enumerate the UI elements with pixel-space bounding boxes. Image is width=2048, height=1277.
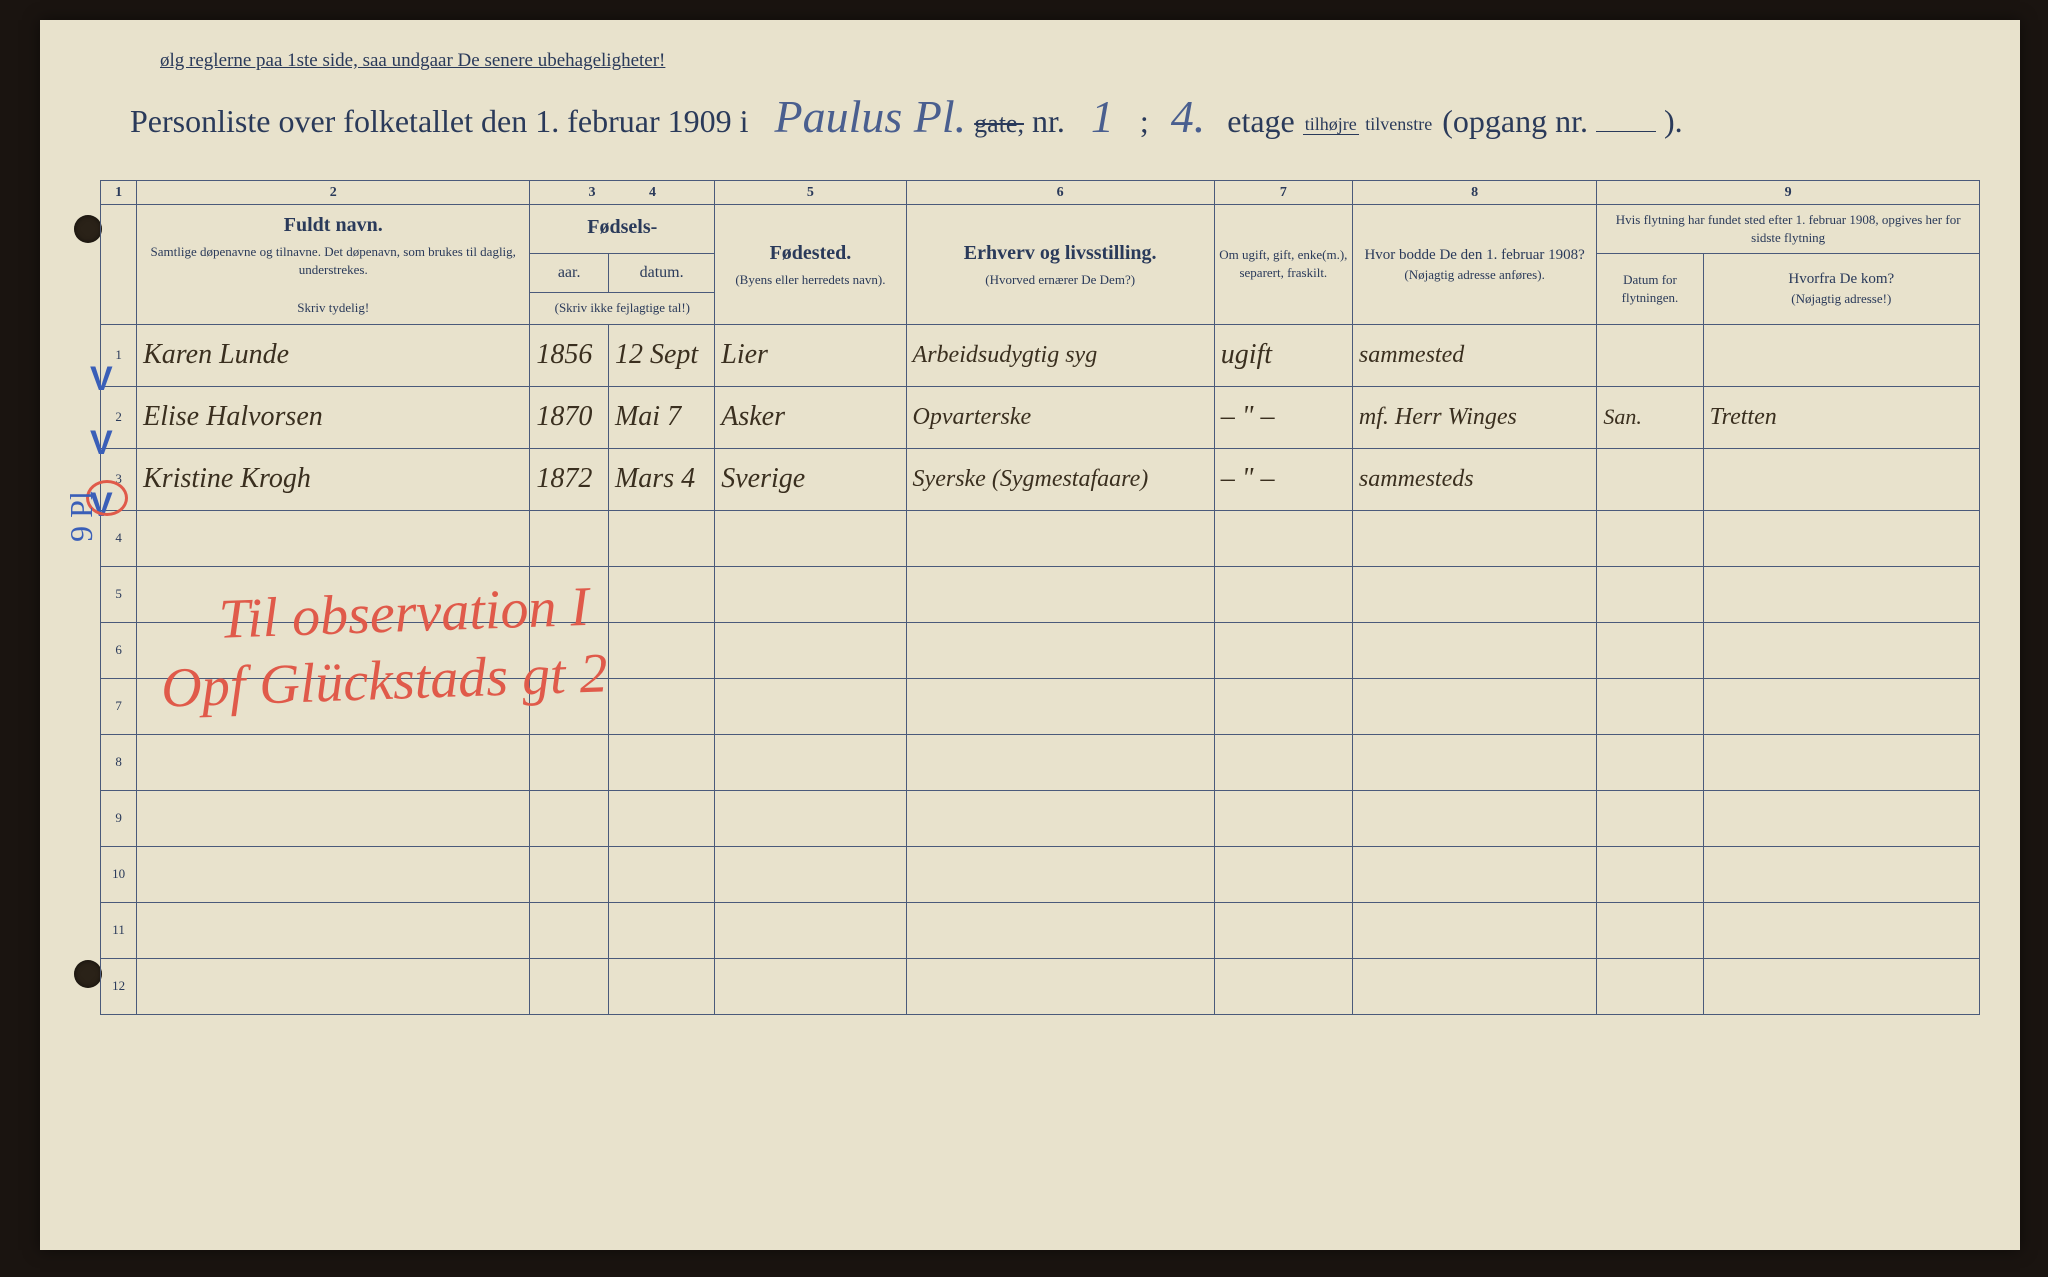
colnum: 6 xyxy=(906,181,1214,205)
cell-place: Lier xyxy=(715,324,906,386)
cell-place: Sverige xyxy=(715,448,906,510)
row-num: 5 xyxy=(101,566,137,622)
colnum: 1 xyxy=(101,181,137,205)
side-margin-note: 9 Pl xyxy=(63,491,100,542)
column-number-row: 1 2 3 4 5 6 7 8 9 xyxy=(101,181,1980,205)
cell-move-from xyxy=(1703,324,1979,386)
hdr-name: Fuldt navn. Samtlige døpenavne og tilnav… xyxy=(137,205,530,325)
floor-value: 4. xyxy=(1171,90,1206,143)
table-row-empty: 11 xyxy=(101,902,1980,958)
table-row-empty: 9 xyxy=(101,790,1980,846)
opgang-label: (opgang nr. xyxy=(1442,103,1588,139)
colnum: 8 xyxy=(1352,181,1596,205)
hdr-birth-group: Fødsels- xyxy=(530,205,715,254)
row-num: 8 xyxy=(101,734,137,790)
cell-year: 1856 xyxy=(530,324,609,386)
cell-occupation: Arbeidsudygtig syg xyxy=(906,324,1214,386)
table-row-empty: 12 xyxy=(101,958,1980,1014)
hdr-addr1908: Hvor bodde De den 1. februar 1908? (Nøja… xyxy=(1352,205,1596,325)
hdr-move-date: Datum for flytningen. xyxy=(1597,254,1703,324)
table-row-empty: 8 xyxy=(101,734,1980,790)
colnum: 9 xyxy=(1597,181,1980,205)
row-num: 7 xyxy=(101,678,137,734)
etage-label: etage xyxy=(1227,103,1295,139)
separator: ; xyxy=(1140,103,1149,139)
cell-addr1908: mf. Herr Winges xyxy=(1352,386,1596,448)
cell-move-date: San. xyxy=(1597,386,1703,448)
cell-marital: – " – xyxy=(1214,386,1352,448)
colnum: 3 4 xyxy=(530,181,715,205)
gate-label: gate, xyxy=(974,109,1024,138)
hdr-birthplace: Fødested. (Byens eller herredets navn). xyxy=(715,205,906,325)
punch-hole xyxy=(74,215,102,243)
punch-hole xyxy=(74,960,102,988)
hdr-marital: Om ugift, gift, enke(m.), separert, fras… xyxy=(1214,205,1352,325)
row-num: 11 xyxy=(101,902,137,958)
table-row-empty: 4 xyxy=(101,510,1980,566)
table-row: 2Elise Halvorsen1870Mai 7AskerOpvartersk… xyxy=(101,386,1980,448)
cell-marital: – " – xyxy=(1214,448,1352,510)
header-row-1: Fuldt navn. Samtlige døpenavne og tilnav… xyxy=(101,205,1980,254)
cell-year: 1872 xyxy=(530,448,609,510)
cell-name: Kristine Krogh xyxy=(137,448,530,510)
row-num: 9 xyxy=(101,790,137,846)
cell-name: Elise Halvorsen xyxy=(137,386,530,448)
cell-year: 1870 xyxy=(530,386,609,448)
title-line: Personliste over folketallet den 1. febr… xyxy=(130,90,1980,150)
cell-addr1908: sammested xyxy=(1352,324,1596,386)
table-row: 3Kristine Krogh1872Mars 4SverigeSyerske … xyxy=(101,448,1980,510)
title-prefix: Personliste over folketallet den 1. febr… xyxy=(130,103,748,139)
table-row: 1Karen Lunde185612 SeptLierArbeidsudygti… xyxy=(101,324,1980,386)
cell-place: Asker xyxy=(715,386,906,448)
cell-name: Karen Lunde xyxy=(137,324,530,386)
fraction-top: tilhøjre xyxy=(1303,114,1359,135)
opgang-blank xyxy=(1596,131,1656,132)
row-num: 10 xyxy=(101,846,137,902)
hdr-year: aar. xyxy=(530,254,609,293)
check-mark: V xyxy=(90,424,113,463)
paper-sheet: ølg reglerne paa 1ste side, saa undgaar … xyxy=(40,20,2020,1250)
table-wrapper: 1 2 3 4 5 6 7 8 9 Fuldt navn. xyxy=(100,180,1980,1015)
colnum: 7 xyxy=(1214,181,1352,205)
closing-paren: ). xyxy=(1664,103,1683,139)
cell-date: Mars 4 xyxy=(608,448,714,510)
cell-move-date xyxy=(1597,448,1703,510)
cell-marital: ugift xyxy=(1214,324,1352,386)
cell-move-from xyxy=(1703,448,1979,510)
hdr-move-group: Hvis flytning har fundet sted efter 1. f… xyxy=(1597,205,1980,254)
hdr-date: datum. xyxy=(608,254,714,293)
hdr-rownum xyxy=(101,205,137,325)
cell-occupation: Opvarterske xyxy=(906,386,1214,448)
hdr-occupation: Erhverv og livsstilling. (Hvorved ernære… xyxy=(906,205,1214,325)
row-num: 6 xyxy=(101,622,137,678)
colnum: 2 xyxy=(137,181,530,205)
hdr-move-from: Hvorfra De kom? (Nøjagtig adresse!) xyxy=(1703,254,1979,324)
red-annotation: Til observation I Opf Glückstads gt 2 xyxy=(218,573,609,721)
nr-value: 1 xyxy=(1091,90,1114,143)
cell-move-from: Tretten xyxy=(1703,386,1979,448)
nr-label: nr. xyxy=(1032,103,1065,139)
document-content: ølg reglerne paa 1ste side, saa undgaar … xyxy=(100,50,1980,1015)
side-fraction: tilhøjre tilvenstre xyxy=(1303,115,1434,135)
colnum: 5 xyxy=(715,181,906,205)
hdr-birth-note: (Skriv ikke fejlagtige tal!) xyxy=(530,293,715,324)
cell-addr1908: sammesteds xyxy=(1352,448,1596,510)
table-row-empty: 10 xyxy=(101,846,1980,902)
row-num: 12 xyxy=(101,958,137,1014)
cell-move-date xyxy=(1597,324,1703,386)
cell-date: Mai 7 xyxy=(608,386,714,448)
street-handwritten: Paulus Pl. xyxy=(774,90,966,143)
reminder-line: ølg reglerne paa 1ste side, saa undgaar … xyxy=(160,50,1980,72)
cell-occupation: Syerske (Sygmestafaare) xyxy=(906,448,1214,510)
fraction-bot: tilvenstre xyxy=(1363,114,1434,134)
cell-date: 12 Sept xyxy=(608,324,714,386)
check-mark: V xyxy=(90,360,113,399)
